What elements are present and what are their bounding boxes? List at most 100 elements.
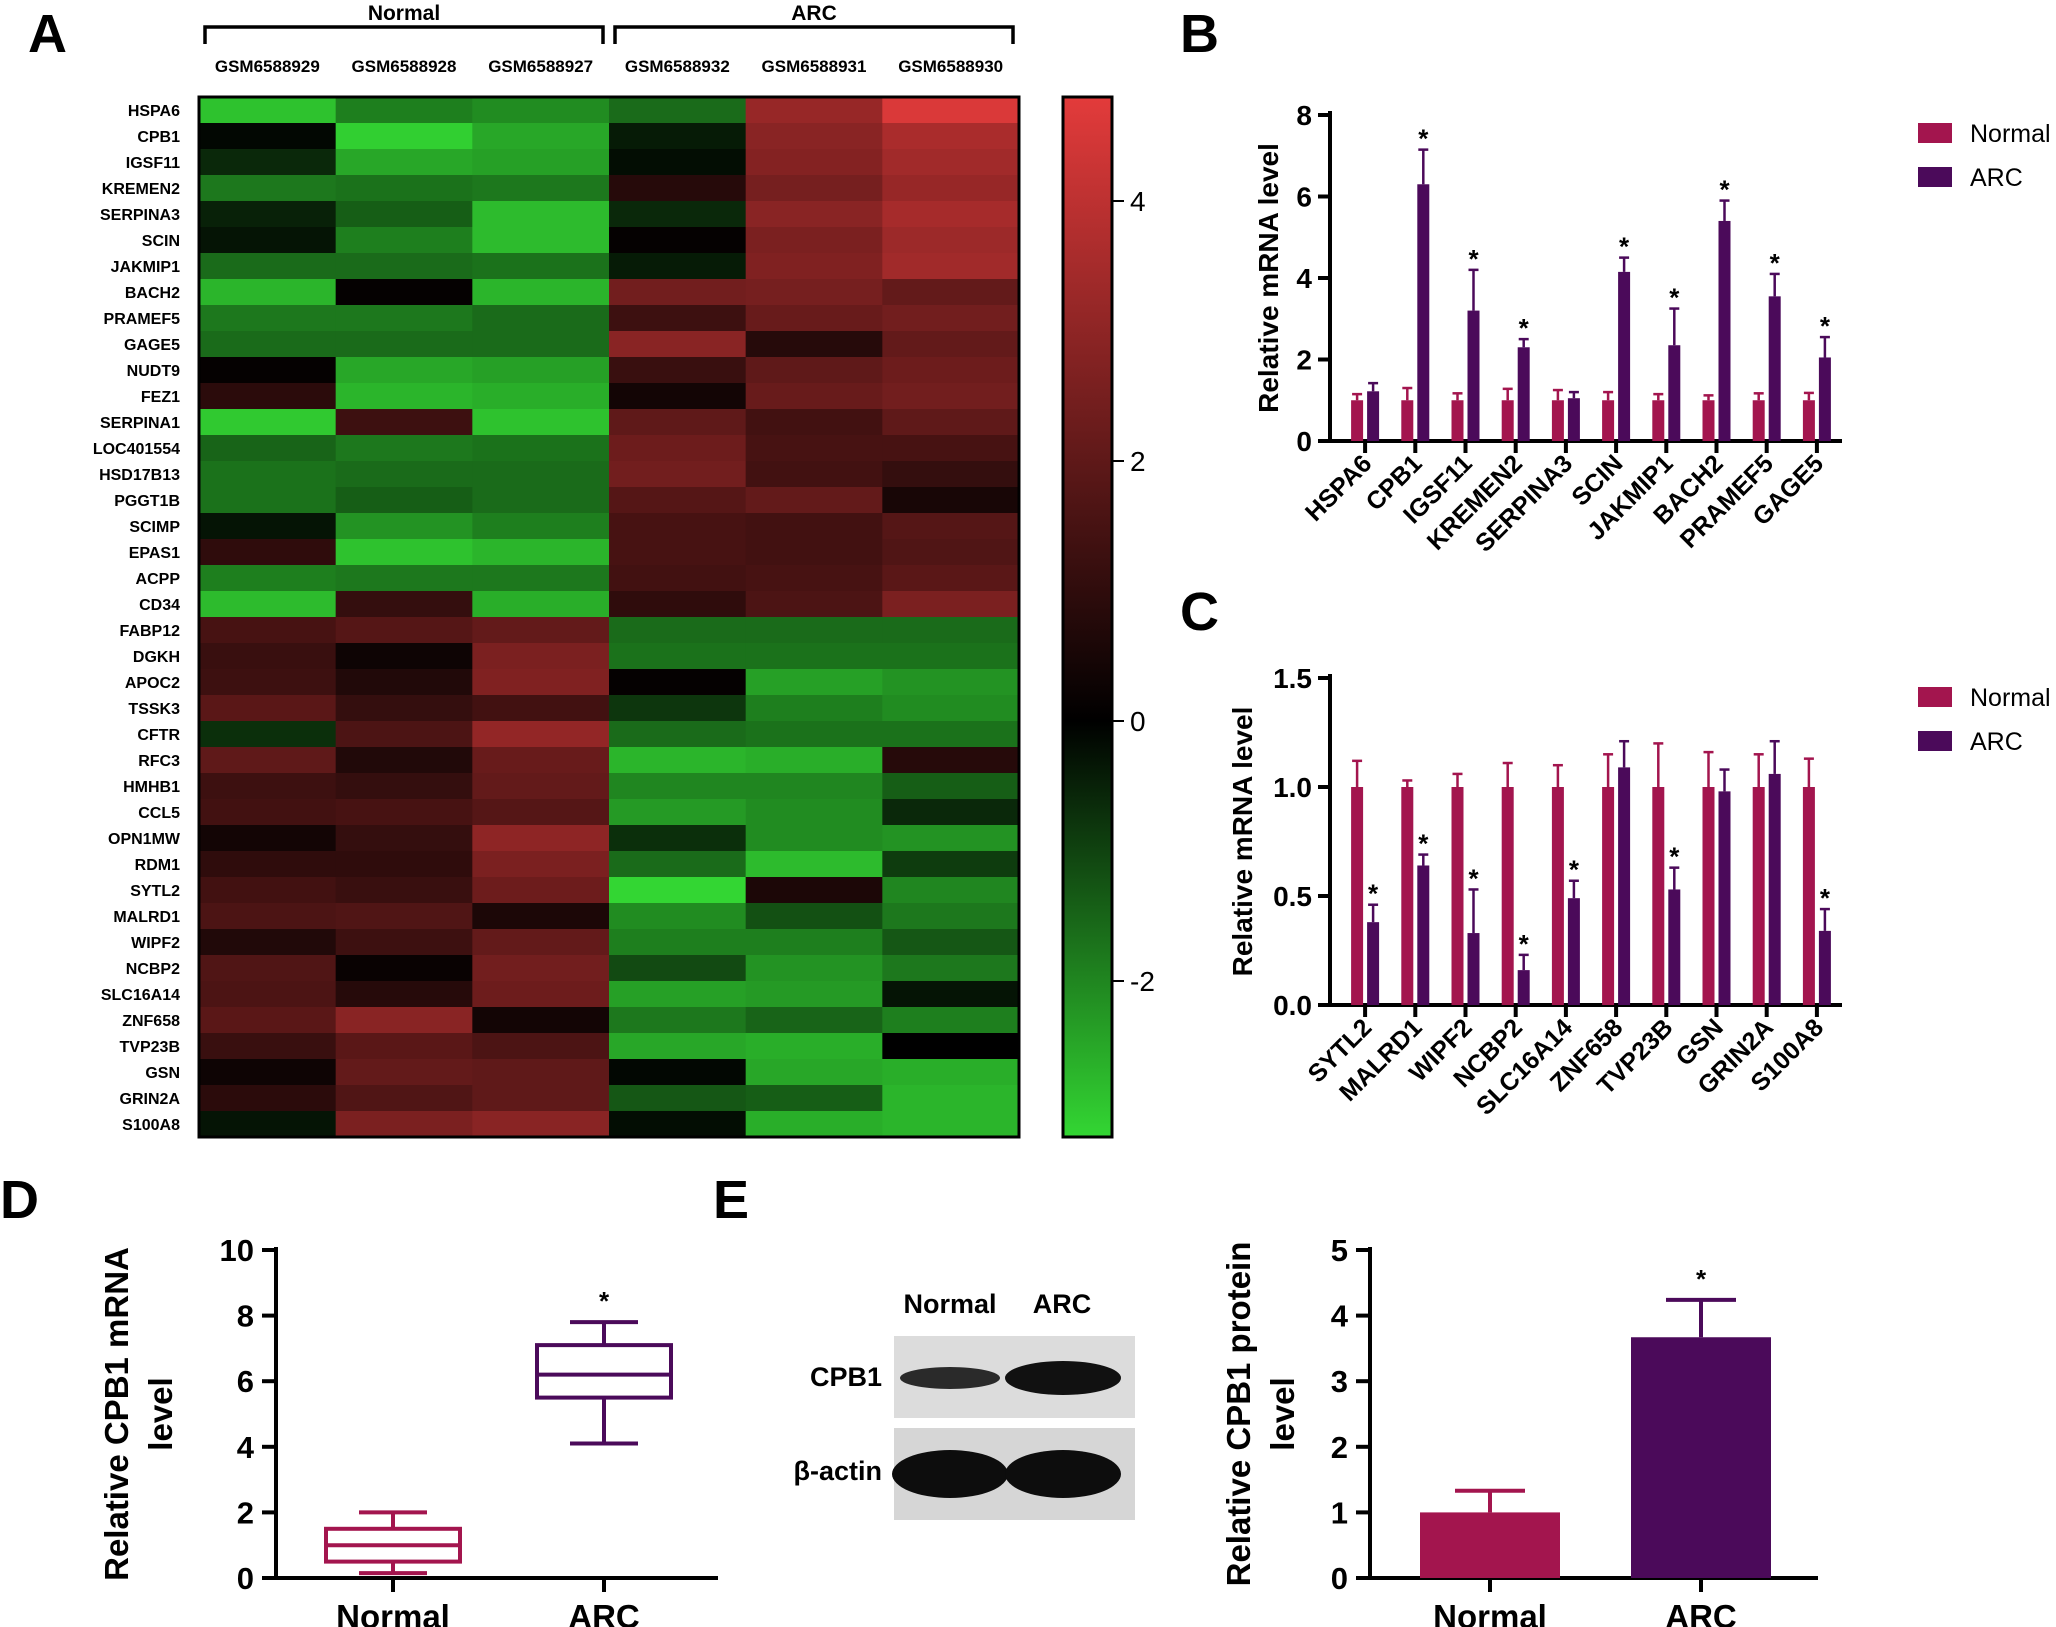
heat-cell	[745, 487, 883, 514]
heat-cell	[199, 721, 337, 748]
heat-cell	[472, 487, 610, 514]
bar-normal	[1351, 400, 1364, 441]
box-arc	[535, 1343, 673, 1400]
heat-cell	[472, 825, 610, 852]
heat-cell	[745, 903, 883, 930]
bar-normal	[1752, 400, 1765, 441]
y-axis-title: Relative CPB1 mRNA	[98, 1247, 135, 1581]
heat-cell	[882, 1085, 1020, 1112]
y-tick-label: 2	[1296, 345, 1312, 376]
heat-row-label: WIPF2	[131, 935, 180, 952]
bar-normal	[1752, 787, 1765, 1005]
bar-normal	[1551, 400, 1564, 441]
bar-arc	[1417, 184, 1430, 441]
heat-column-label: GSM6588932	[625, 57, 730, 76]
heat-cell	[882, 149, 1020, 176]
blot-band-actin-normal	[892, 1450, 1008, 1498]
bar-arc	[1718, 791, 1731, 1005]
heat-cell	[335, 825, 473, 852]
heat-cell	[199, 929, 337, 956]
heat-cell	[199, 617, 337, 644]
heat-cell	[745, 565, 883, 592]
heat-cell	[472, 903, 610, 930]
heatmap-colorbar	[1061, 95, 1114, 1139]
panel-label-a: A	[28, 4, 67, 64]
heat-cell	[609, 1111, 747, 1138]
heat-cell	[472, 123, 610, 150]
heat-cell	[199, 669, 337, 696]
heat-cell	[609, 253, 747, 280]
heat-row-label: ZNF658	[122, 1013, 180, 1030]
heat-cell	[609, 695, 747, 722]
heat-cell	[335, 435, 473, 462]
bar-normal	[1420, 1512, 1560, 1578]
heat-cell	[882, 877, 1020, 904]
heat-row-label: PRAMEF5	[104, 311, 181, 328]
heat-cell	[472, 1059, 610, 1086]
legend-swatch-normal	[1918, 687, 1952, 707]
heat-cell	[882, 565, 1020, 592]
heat-cell	[882, 461, 1020, 488]
heat-cell	[335, 461, 473, 488]
heat-cell	[745, 721, 883, 748]
heat-cell	[609, 851, 747, 878]
heat-cell	[745, 877, 883, 904]
heat-cell	[472, 305, 610, 332]
heat-cell	[199, 565, 337, 592]
heat-cell	[609, 903, 747, 930]
heat-cell	[745, 175, 883, 202]
legend-swatch-arc	[1918, 731, 1952, 751]
heat-cell	[199, 955, 337, 982]
blot-row-cpb1: CPB1	[810, 1362, 882, 1392]
heat-cell	[472, 955, 610, 982]
significance-star: *	[1519, 929, 1530, 959]
heat-cell	[472, 695, 610, 722]
blot-band-cpb1-arc	[1005, 1361, 1121, 1395]
heat-cell	[882, 851, 1020, 878]
y-tick-label: 4	[1296, 263, 1312, 294]
heat-row-label: SYTL2	[130, 883, 180, 900]
heat-row-label: FEZ1	[141, 389, 180, 406]
bar-arc	[1768, 296, 1781, 441]
heat-cell	[882, 97, 1020, 124]
heat-cell	[745, 149, 883, 176]
heat-cell	[609, 1085, 747, 1112]
heat-cell	[472, 929, 610, 956]
heat-cell	[472, 175, 610, 202]
heat-cell	[335, 539, 473, 566]
heat-cell	[335, 97, 473, 124]
bar-normal	[1551, 787, 1564, 1005]
heat-row-label: IGSF11	[126, 155, 180, 172]
heat-cell	[335, 747, 473, 774]
heat-cell	[472, 253, 610, 280]
heat-cell	[335, 929, 473, 956]
blot-band-cpb1-normal	[900, 1367, 1000, 1389]
heat-cell	[745, 513, 883, 540]
heat-cell	[745, 383, 883, 410]
heatmap-frame	[197, 95, 1021, 1139]
significance-star: *	[1519, 313, 1530, 343]
bar-normal	[1802, 400, 1815, 441]
bar-normal	[1401, 400, 1414, 441]
heat-row-label: SCIN	[142, 233, 180, 250]
heat-cell	[882, 1033, 1020, 1060]
x-tick-label: Normal	[336, 1598, 450, 1627]
heat-cell	[335, 227, 473, 254]
heat-cell	[199, 201, 337, 228]
y-tick-label: 2	[1331, 1430, 1348, 1465]
heat-cell	[472, 747, 610, 774]
heat-row-label: NUDT9	[127, 363, 180, 380]
heat-cell	[609, 331, 747, 358]
heat-cell	[609, 513, 747, 540]
heat-cell	[472, 565, 610, 592]
colorbar-tick-label: 4	[1130, 186, 1146, 217]
y-tick-label: 8	[237, 1299, 254, 1334]
heat-cell	[609, 201, 747, 228]
heat-cell	[199, 591, 337, 618]
heat-cell	[199, 747, 337, 774]
heat-cell	[609, 357, 747, 384]
panel-label-d: D	[0, 1170, 39, 1230]
y-tick-label: 6	[1296, 182, 1312, 213]
heat-cell	[472, 773, 610, 800]
heat-cell	[745, 435, 883, 462]
